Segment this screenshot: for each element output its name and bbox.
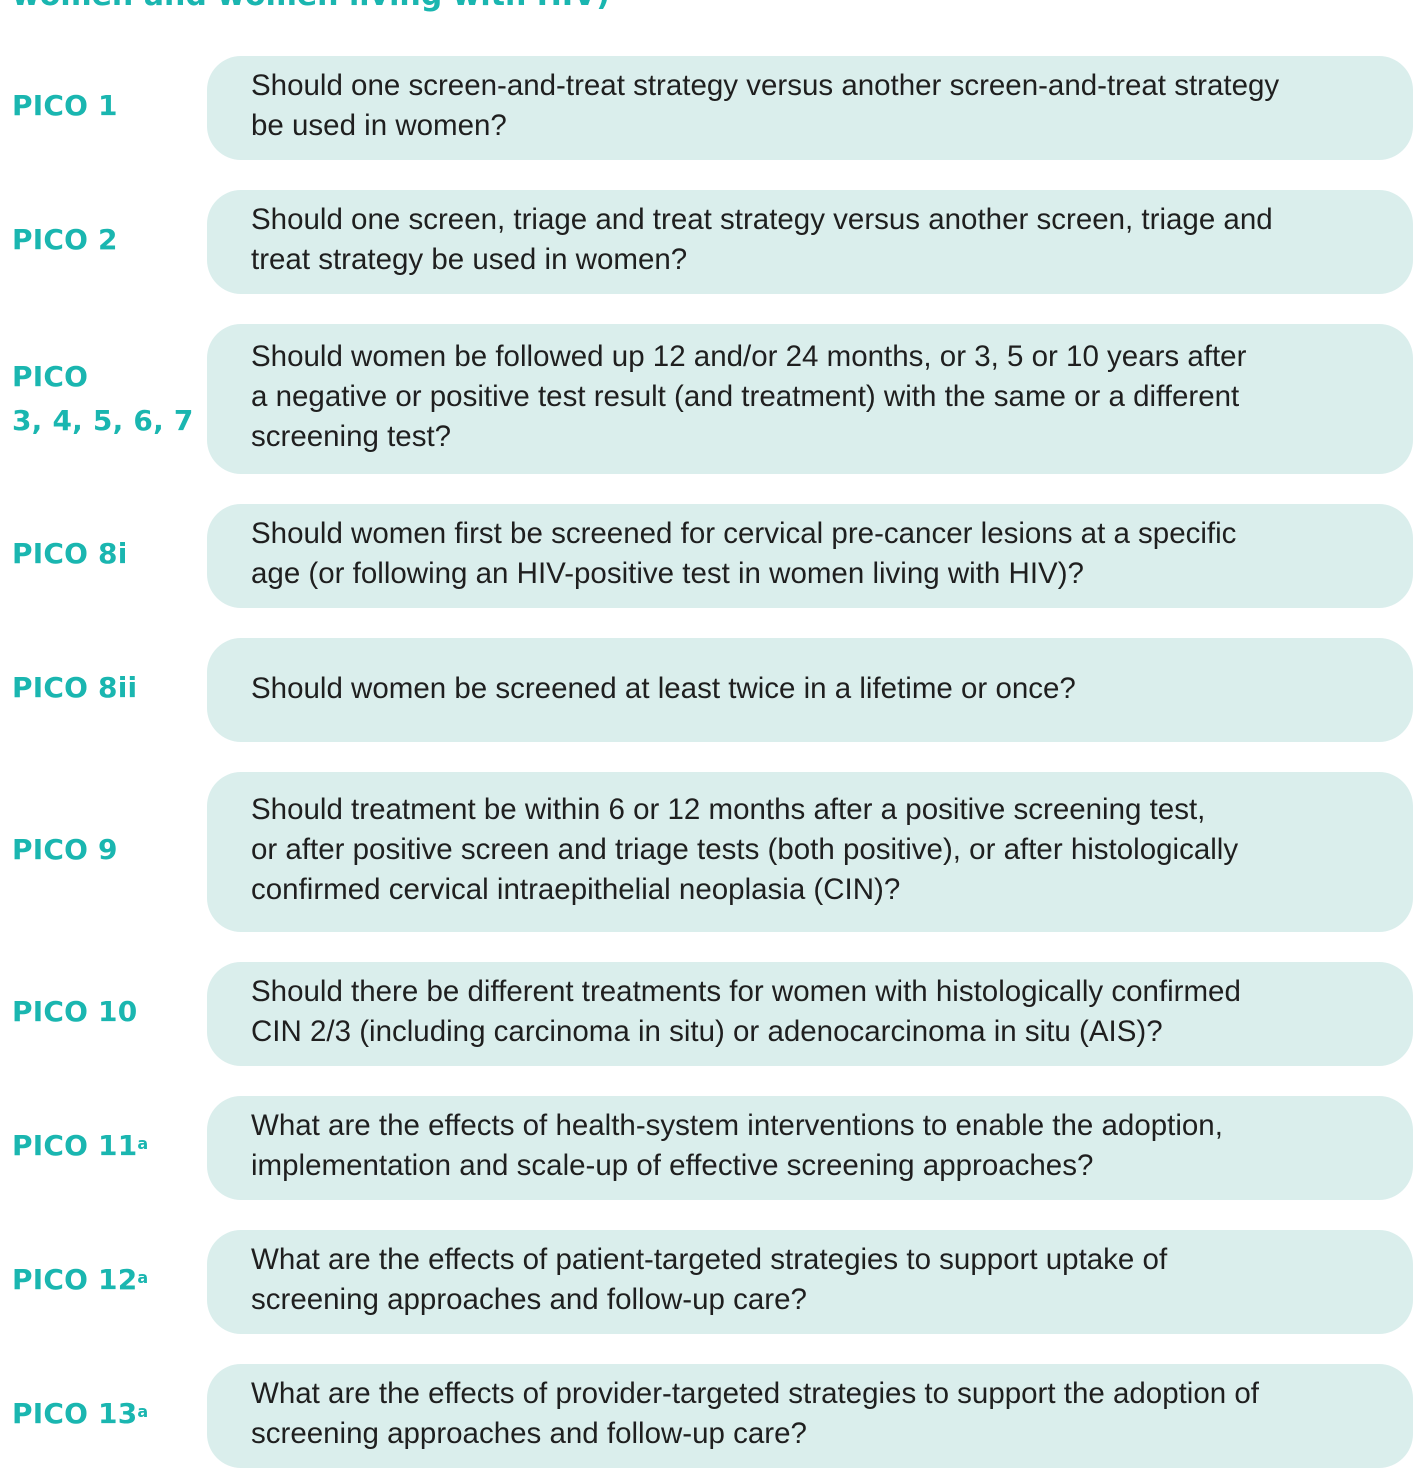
- pico-label: PICO 2: [12, 223, 118, 256]
- pico-question: What are the effects of health-system in…: [251, 1109, 1223, 1182]
- pico-question-box: Should one screen-and-treat strategy ver…: [207, 56, 1413, 160]
- pico-question-box: Should women be followed up 12 and/or 24…: [207, 324, 1413, 474]
- pico-row: PICO 2 Should one screen, triage and tre…: [0, 190, 1425, 294]
- pico-row: PICO 8ii Should women be screened at lea…: [0, 638, 1425, 742]
- pico-question: Should treatment be within 6 or 12 month…: [251, 793, 1239, 906]
- pico-label: PICO 13a: [12, 1397, 149, 1430]
- pico-row: PICO 10 Should there be different treatm…: [0, 962, 1425, 1066]
- pico-label: PICO 10: [12, 995, 138, 1028]
- pico-question-box: What are the effects of patient-targeted…: [207, 1230, 1413, 1334]
- pico-question: What are the effects of patient-targeted…: [251, 1243, 1168, 1316]
- pico-question-box: Should one screen, triage and treat stra…: [207, 190, 1413, 294]
- pico-question-box: What are the effects of health-system in…: [207, 1096, 1413, 1200]
- pico-label: PICO 12a: [12, 1263, 149, 1296]
- pico-label: PICO 9: [12, 833, 118, 866]
- pico-label: PICO 8ii: [12, 671, 138, 704]
- pico-row: PICO 13a What are the effects of provide…: [0, 1364, 1425, 1468]
- page-title: women and women living with HIV): [12, 0, 610, 13]
- pico-label: PICO 3, 4, 5, 6, 7: [12, 360, 194, 437]
- pico-question-box: Should treatment be within 6 or 12 month…: [207, 772, 1413, 932]
- pico-question: Should one screen, triage and treat stra…: [251, 203, 1273, 276]
- pico-question: Should women be followed up 12 and/or 24…: [251, 340, 1247, 453]
- pico-label: PICO 11a: [12, 1129, 149, 1162]
- pico-question-box: Should there be different treatments for…: [207, 962, 1413, 1066]
- pico-question: Should one screen-and-treat strategy ver…: [251, 69, 1280, 142]
- pico-row: PICO 11a What are the effects of health-…: [0, 1096, 1425, 1200]
- pico-row: PICO 3, 4, 5, 6, 7 Should women be follow…: [0, 324, 1425, 474]
- pico-label: PICO 8i: [12, 537, 128, 570]
- pico-question: Should women be screened at least twice …: [251, 672, 1076, 705]
- pico-row: PICO 12a What are the effects of patient…: [0, 1230, 1425, 1334]
- pico-row: PICO 1 Should one screen-and-treat strat…: [0, 56, 1425, 160]
- pico-question: Should there be different treatments for…: [251, 975, 1241, 1048]
- pico-question: Should women first be screened for cervi…: [251, 517, 1237, 590]
- pico-row: PICO 9 Should treatment be within 6 or 1…: [0, 772, 1425, 932]
- pico-question-box: Should women be screened at least twice …: [207, 638, 1413, 742]
- pico-label: PICO 1: [12, 89, 118, 122]
- pico-question: What are the effects of provider-targete…: [251, 1377, 1259, 1450]
- pico-question-box: What are the effects of provider-targete…: [207, 1364, 1413, 1468]
- pico-row: PICO 8i Should women first be screened f…: [0, 504, 1425, 608]
- pico-question-box: Should women first be screened for cervi…: [207, 504, 1413, 608]
